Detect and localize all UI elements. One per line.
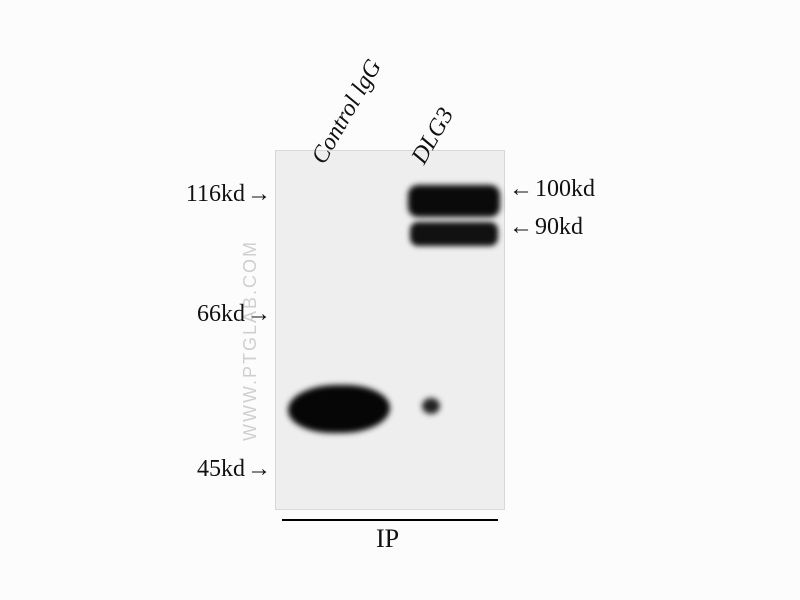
mw-text: 45kd <box>197 456 245 482</box>
arrow-left-icon: ← <box>509 214 533 240</box>
band-marker-right-100kd: ←100kd <box>509 176 595 203</box>
mw-marker-left-45kd: 45kd→ <box>197 456 271 483</box>
ip-underline <box>282 519 498 521</box>
figure-container: WWW.PTGLAB.COM Control lgG DLG3 116kd→66… <box>0 0 800 600</box>
ip-label: IP <box>376 524 399 554</box>
band-dlg3-1 <box>410 222 498 246</box>
mw-text: 116kd <box>186 181 245 207</box>
band-size-text: 100kd <box>535 176 595 202</box>
band-control-2 <box>288 385 390 433</box>
mw-marker-left-116kd: 116kd→ <box>186 181 271 208</box>
arrow-right-icon: → <box>247 301 271 327</box>
watermark-text: WWW.PTGLAB.COM <box>240 240 261 441</box>
band-dlg3-0 <box>408 185 500 217</box>
band-size-text: 90kd <box>535 214 583 240</box>
arrow-right-icon: → <box>247 456 271 482</box>
mw-text: 66kd <box>197 301 245 327</box>
band-dlg3-3 <box>422 398 440 414</box>
band-marker-right-90kd: ←90kd <box>509 214 583 241</box>
mw-marker-left-66kd: 66kd→ <box>197 301 271 328</box>
arrow-left-icon: ← <box>509 176 533 202</box>
arrow-right-icon: → <box>247 181 271 207</box>
